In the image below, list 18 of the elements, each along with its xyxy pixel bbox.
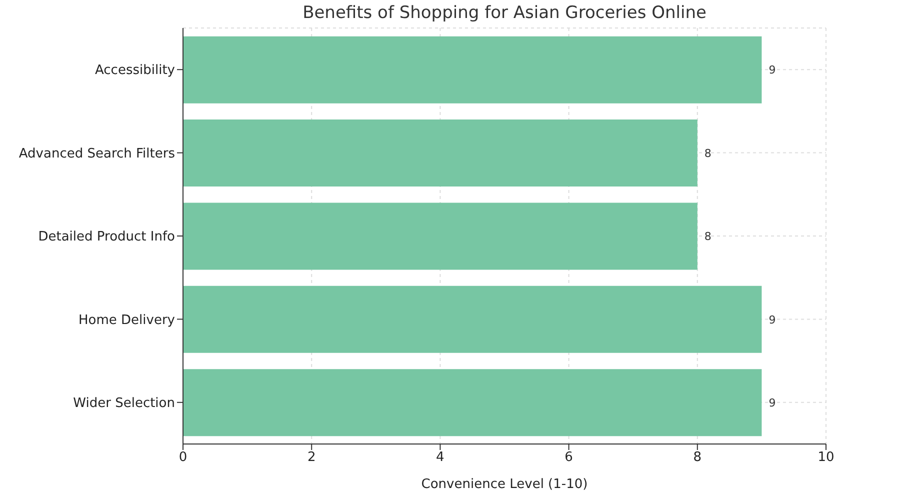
data-label: 8 — [704, 146, 712, 160]
data-label: 9 — [768, 396, 776, 410]
x-tick-label: 2 — [307, 450, 316, 466]
y-tick-label: Advanced Search Filters — [18, 146, 176, 162]
x-tick-label: 6 — [564, 450, 573, 466]
x-tick-label: 10 — [818, 450, 834, 466]
x-axis-title: Convenience Level (1-10) — [421, 477, 588, 492]
x-tick-label: 0 — [178, 450, 188, 466]
data-label: 8 — [704, 230, 712, 244]
x-tick-label: 4 — [436, 450, 444, 466]
y-tick-label: Home Delivery — [78, 312, 176, 328]
chart-title: Benefits of Shopping for Asian Groceries Online — [302, 3, 708, 23]
data-label: 9 — [768, 64, 776, 77]
y-tick-label: Accessibility — [95, 63, 176, 78]
data-label: 9 — [768, 313, 776, 326]
y-tick-label: Detailed Product Info — [38, 230, 176, 245]
x-tick-label: 8 — [693, 450, 702, 466]
y-tick-label: Wider Selection — [73, 396, 175, 412]
